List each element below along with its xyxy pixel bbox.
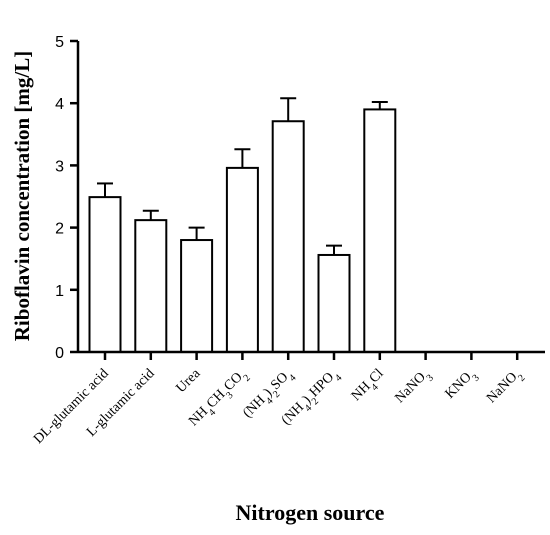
label-subscript: 4 <box>264 395 275 406</box>
label-subscript: 2 <box>241 372 252 383</box>
y-tick-label: 1 <box>55 283 64 300</box>
axes-layer <box>70 39 545 360</box>
y-tick-label: 3 <box>55 158 64 175</box>
y-tick-label: 2 <box>55 221 64 238</box>
label-part: NaNO <box>392 370 428 406</box>
bar <box>317 253 351 353</box>
label-part: HPO <box>307 370 337 400</box>
label-subscript: 3 <box>224 390 235 401</box>
y-tick-label: 0 <box>55 345 64 362</box>
label-subscript: 4 <box>303 402 314 413</box>
label-part: (NH <box>240 393 268 421</box>
label-part: CH <box>204 387 228 411</box>
x-tick-label: Urea <box>174 366 204 396</box>
x-tick-label: NaNO2 <box>484 366 527 409</box>
label-subscript: 2 <box>516 372 527 383</box>
bar <box>134 219 168 353</box>
x-axis-title: Nitrogen source <box>236 500 385 525</box>
bar <box>363 108 397 353</box>
label-subscript: 4 <box>369 382 380 393</box>
label-part: NaNO <box>484 370 520 406</box>
label-subscript: 2 <box>271 388 282 399</box>
label-part: Cl <box>367 366 387 386</box>
bars-layer <box>88 97 397 353</box>
label-part: NH <box>186 404 211 429</box>
label-part: NH <box>349 379 374 404</box>
label-part: CO <box>221 370 245 394</box>
label-subscript: 4 <box>207 407 218 418</box>
bar <box>88 196 122 353</box>
label-part: DL-glutamic acid <box>31 366 112 447</box>
label-subscript: 3 <box>470 372 481 383</box>
x-tick-label: NaNO3 <box>392 366 435 409</box>
label-subscript: 4 <box>333 372 344 383</box>
x-tick-label: DL-glutamic acid <box>31 366 112 447</box>
label-part: SO <box>268 370 291 393</box>
bar <box>180 239 214 353</box>
y-tick-label: 4 <box>55 96 64 113</box>
label-subscript: 4 <box>287 372 298 383</box>
label-part: KNO <box>443 370 475 402</box>
label-subscript: 2 <box>309 396 320 407</box>
label-part: Urea <box>174 366 204 396</box>
x-tick-label: KNO3 <box>443 366 482 405</box>
label-subscript: 3 <box>424 372 435 383</box>
bar <box>271 120 305 353</box>
y-tick-label: 5 <box>55 34 64 51</box>
y-axis-title: Riboflavin concentration [mg/L] <box>10 51 34 341</box>
x-tick-label: NH4Cl <box>349 366 390 407</box>
label-part: (NH <box>279 400 307 428</box>
bar <box>225 166 259 353</box>
